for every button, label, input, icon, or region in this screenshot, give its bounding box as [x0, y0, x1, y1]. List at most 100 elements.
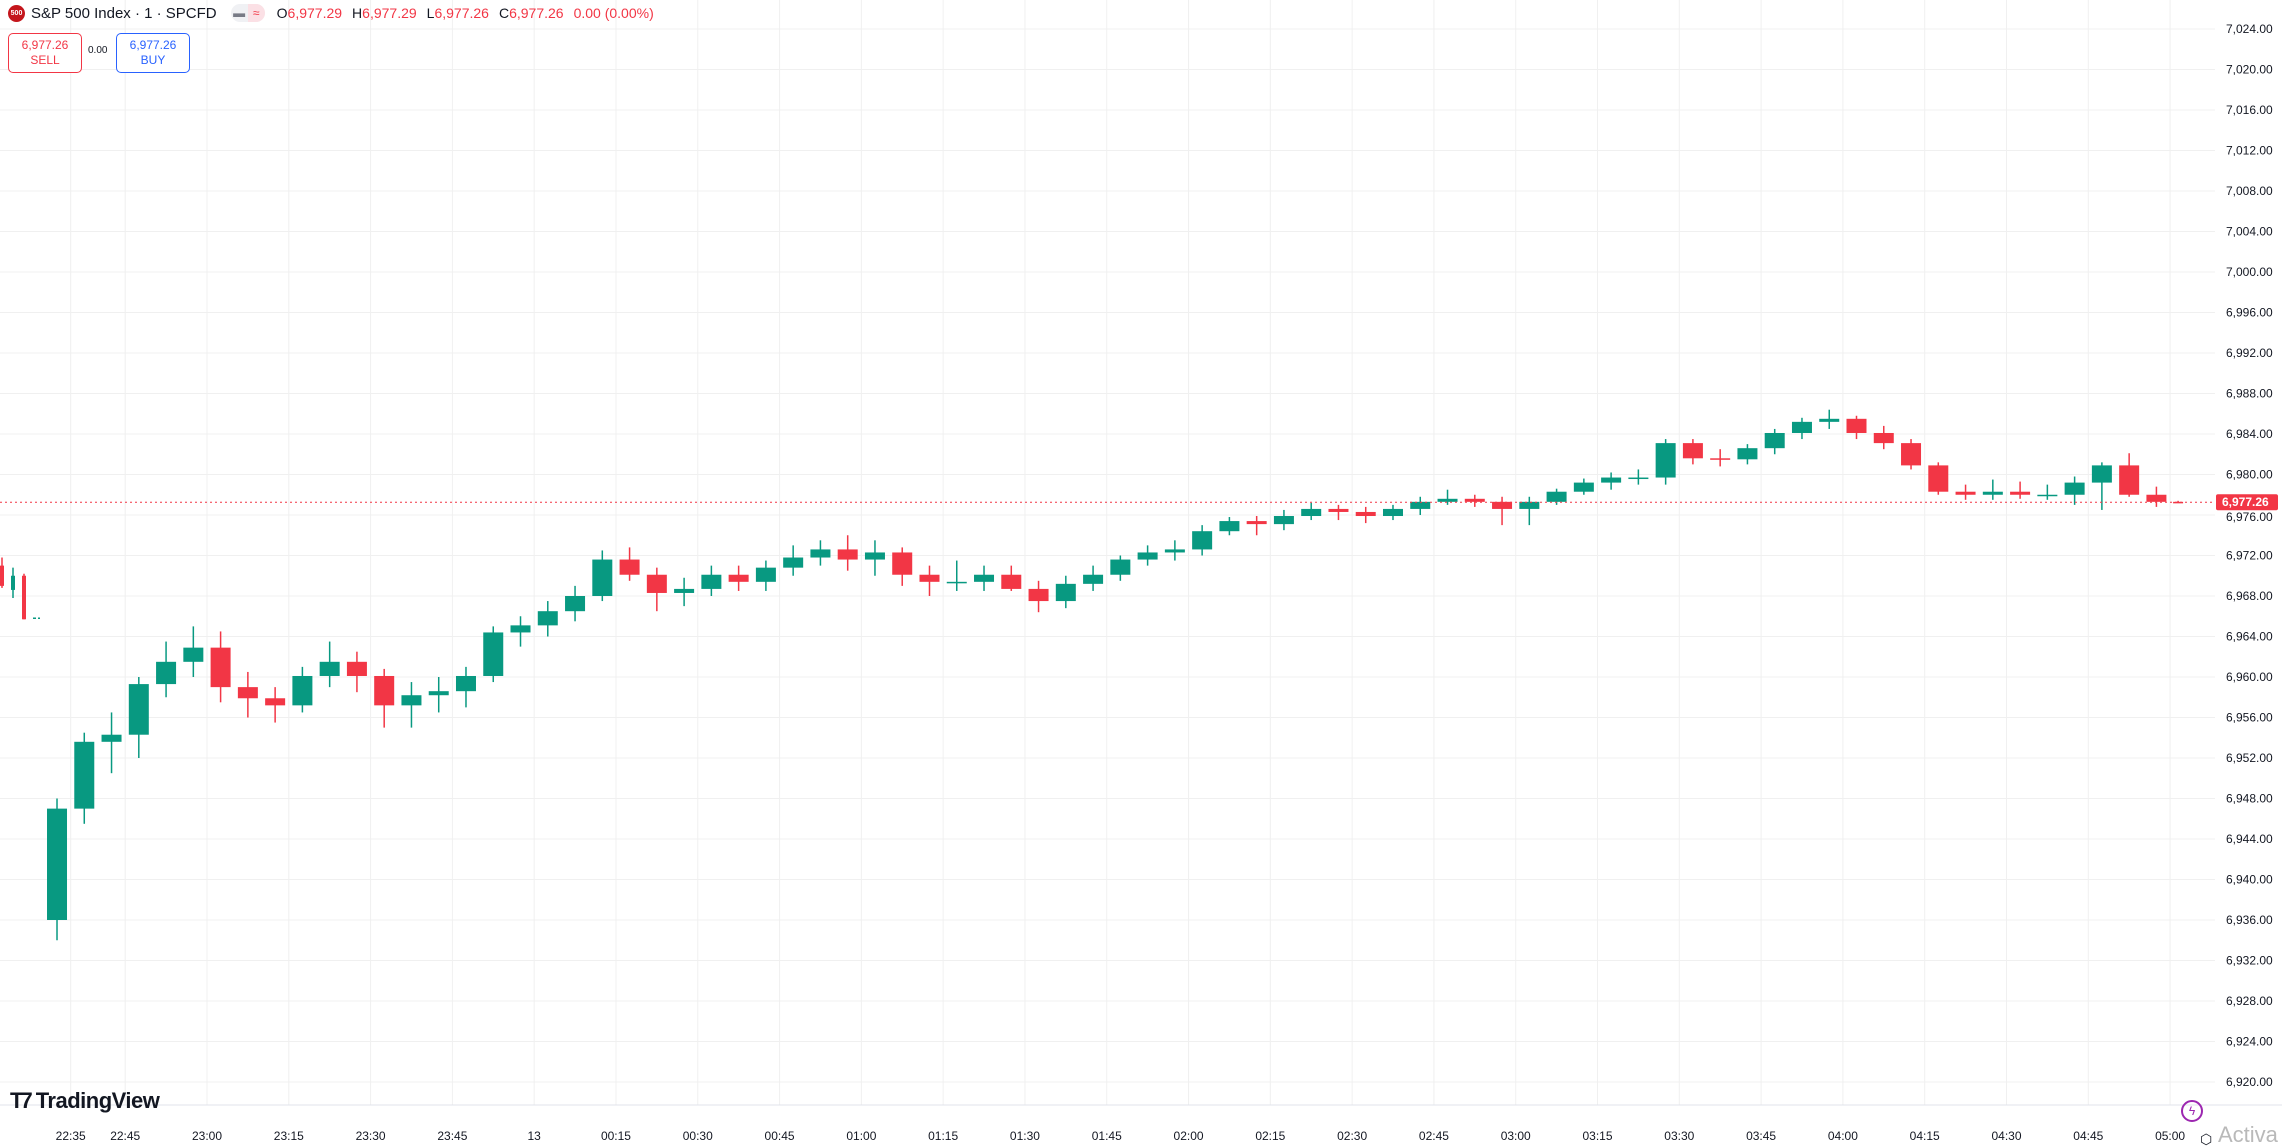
price-axis-bg [2215, 0, 2282, 1148]
candle-down [1492, 501, 1513, 509]
close-label: C [498, 5, 510, 21]
candle-up [319, 661, 340, 676]
x-tick-label: 04:30 [1991, 1129, 2021, 1143]
x-tick-label: 04:00 [1828, 1129, 1858, 1143]
y-tick-label: 7,012.00 [2226, 144, 2273, 158]
candle-up [1301, 508, 1322, 517]
candle-down [646, 574, 667, 593]
candle-down [2119, 465, 2140, 495]
candle-down [265, 698, 286, 706]
symbol-header: 500 S&P 500 Index · 1 · SPCFD ▬ ≈ O6,977… [8, 4, 654, 22]
candle-up [11, 575, 15, 590]
symbol-title[interactable]: S&P 500 Index · 1 · SPCFD [31, 4, 217, 22]
candle-up [1219, 521, 1240, 532]
candle-up [1764, 432, 1785, 449]
buy-button[interactable]: 6,977.26 BUY [116, 33, 190, 73]
x-tick-label: 03:30 [1664, 1129, 1694, 1143]
x-tick-label: 02:45 [1419, 1129, 1449, 1143]
candle-down [892, 552, 913, 575]
open-value: 6,977.29 [287, 5, 343, 21]
x-tick-label: 23:00 [192, 1129, 222, 1143]
candle-up [974, 574, 995, 582]
y-tick-label: 6,972.00 [2226, 549, 2273, 563]
high-value: 6,977.29 [362, 5, 417, 21]
candle-down [728, 574, 749, 582]
candle-down [2146, 494, 2167, 502]
compare-icon[interactable]: ▬ [233, 6, 246, 20]
tradingview-wordmark: TradingView [35, 1088, 160, 1113]
settings-icon[interactable]: ⬡ [2200, 1131, 2213, 1147]
y-tick-label: 7,024.00 [2226, 22, 2273, 36]
candle-up [1737, 448, 1758, 460]
high-label: H [352, 5, 363, 21]
candle-up [292, 675, 313, 706]
candle-up [1382, 508, 1403, 517]
candle-up [1655, 443, 1676, 478]
candle-down [1246, 521, 1267, 525]
y-tick-label: 7,016.00 [2226, 103, 2273, 117]
candle-up [783, 557, 804, 568]
y-tick-label: 6,968.00 [2226, 589, 2273, 603]
x-tick-label: 23:45 [437, 1129, 467, 1143]
buy-price: 6,977.26 [129, 38, 177, 52]
candle-up [1137, 552, 1158, 560]
x-tick-label: 01:45 [1092, 1129, 1122, 1143]
candle-up [1982, 491, 2003, 495]
sell-button[interactable]: 6,977.26 SELL [8, 33, 82, 73]
candle-up [128, 684, 149, 735]
close-value: 6,977.26 [509, 5, 564, 21]
candle-down [1328, 508, 1349, 512]
x-tick-label: 02:00 [1174, 1129, 1204, 1143]
chart-style-icon[interactable]: ≈ [247, 4, 265, 22]
sell-label: SELL [30, 53, 60, 67]
x-tick-label: 04:45 [2073, 1129, 2103, 1143]
candle-up [483, 632, 504, 676]
x-tick-label: 00:45 [765, 1129, 795, 1143]
current-price-tag: 6,977.26 [2216, 494, 2278, 511]
x-tick-label: 03:15 [1582, 1129, 1612, 1143]
grid [0, 0, 2215, 1105]
candle-down [1873, 432, 1894, 444]
x-tick-label: 02:30 [1337, 1129, 1367, 1143]
low-label: L [426, 5, 435, 21]
y-tick-label: 6,988.00 [2226, 387, 2273, 401]
candle-down [837, 549, 858, 560]
candle-up [592, 559, 613, 596]
y-tick-label: 6,964.00 [2226, 630, 2273, 644]
price-axis[interactable]: 7,024.00 7,020.00 7,016.00 7,012.00 7,008.00… [2215, 0, 2282, 1148]
bolt-icon[interactable]: ϟ [2181, 1100, 2203, 1122]
candle-up [183, 647, 204, 662]
x-tick-label: 00:30 [683, 1129, 713, 1143]
candle-down [1955, 491, 1976, 495]
candle-up [2037, 494, 2058, 497]
candle-down [1710, 458, 1731, 460]
candle-up [1192, 531, 1213, 550]
y-tick-label: 7,008.00 [2226, 184, 2273, 198]
candle-up [428, 691, 449, 696]
candle-up [537, 611, 558, 626]
candle-up [1819, 418, 1840, 422]
y-tick-label: 6,996.00 [2226, 306, 2273, 320]
x-tick-label: 04:15 [1910, 1129, 1940, 1143]
time-axis[interactable]: 22:35 22:45 23:00 23:15 23:30 23:45 13 00:15 00:… [0, 1104, 2282, 1143]
candle-up [455, 675, 476, 692]
x-tick-label: 01:15 [928, 1129, 958, 1143]
candle-up [510, 625, 531, 633]
y-tick-label: 6,984.00 [2226, 427, 2273, 441]
activation-watermark: Activa [2218, 1122, 2278, 1147]
y-tick-label: 7,020.00 [2226, 63, 2273, 77]
candle-down [919, 574, 940, 582]
symbol-logo: 500 [8, 4, 25, 22]
y-tick-label: 6,992.00 [2226, 346, 2273, 360]
candle-down [1028, 588, 1049, 602]
candle-up [565, 596, 586, 612]
candle-down [1001, 574, 1022, 589]
y-tick-label: 6,980.00 [2226, 468, 2273, 482]
candle-up [74, 741, 95, 809]
tradingview-logo[interactable]: T7 TradingView [10, 1088, 160, 1114]
chart-style-toggle[interactable]: ▬ ≈ [230, 4, 265, 22]
x-tick-label: 00:15 [601, 1129, 631, 1143]
candle-down [1901, 443, 1922, 466]
candle-up [755, 567, 776, 582]
